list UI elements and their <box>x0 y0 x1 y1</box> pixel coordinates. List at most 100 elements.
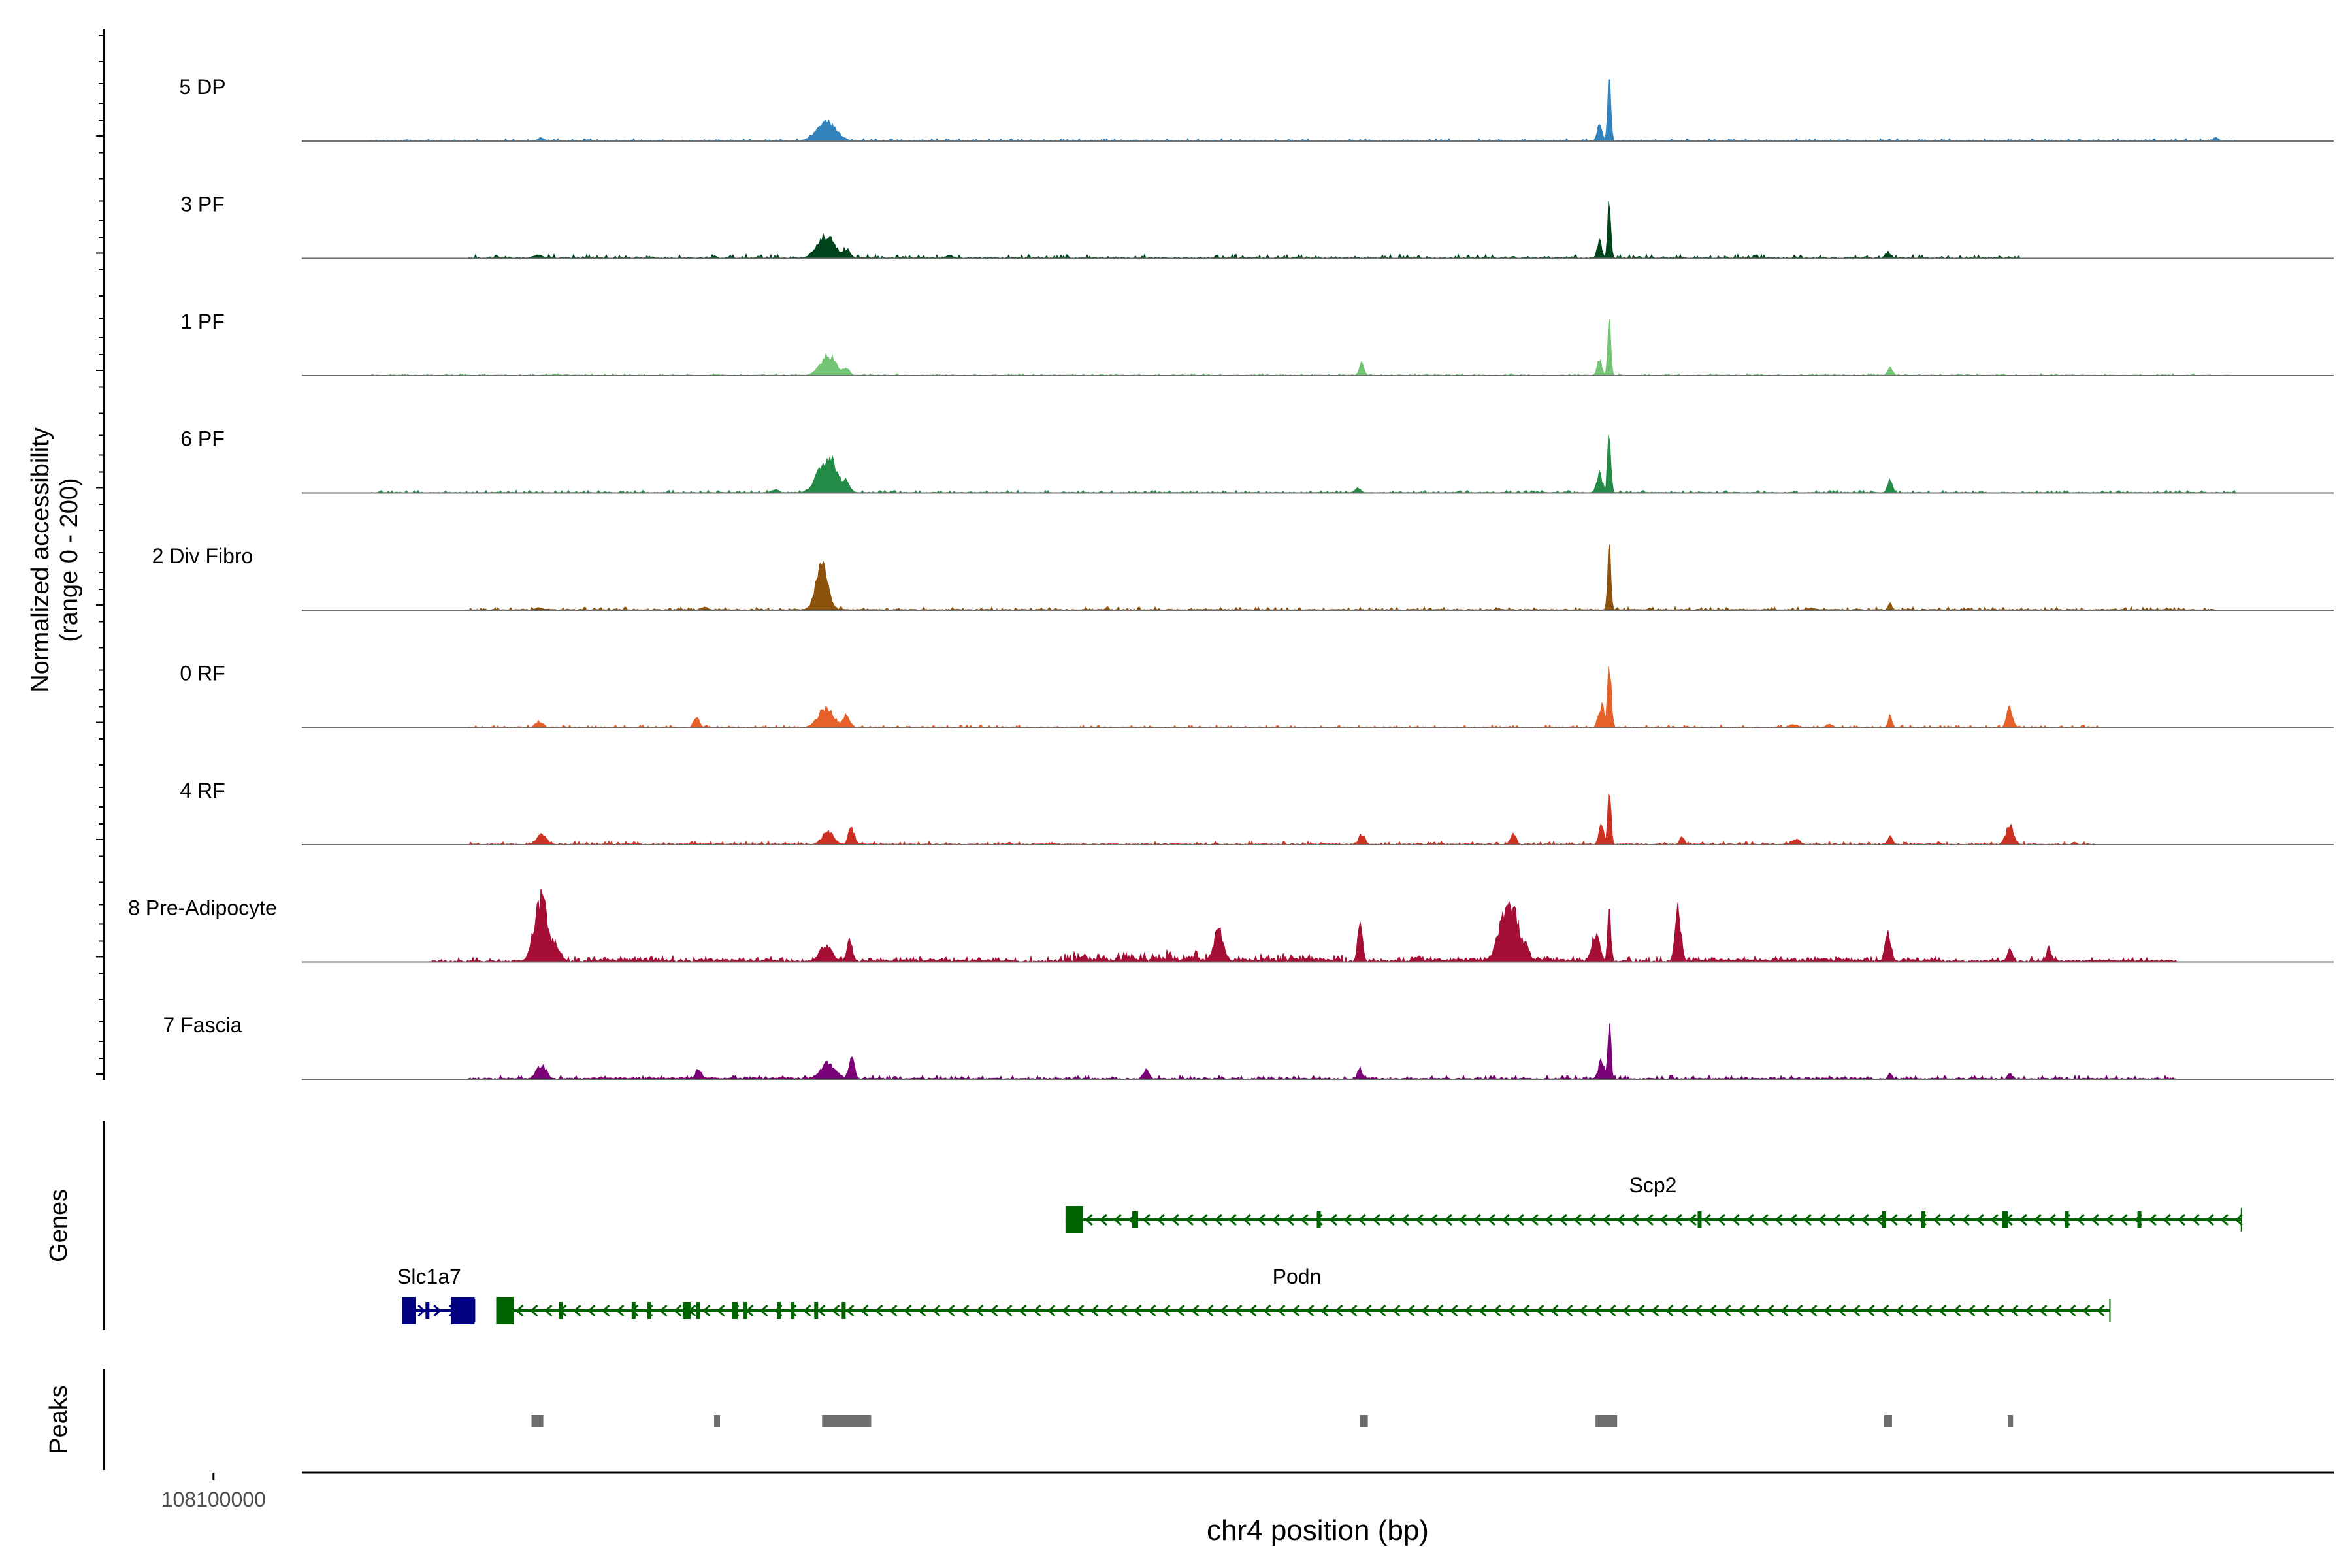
strand-chevron <box>1171 1213 1179 1226</box>
strand-chevron <box>1234 1304 1243 1317</box>
exon <box>1882 1211 1886 1228</box>
gene-annotation-track: Scp2 Podn Slc1a7 <box>397 1173 2243 1324</box>
strand-chevron <box>1372 1213 1380 1226</box>
strand-chevron <box>1200 1213 1208 1226</box>
strand-chevron <box>2053 1304 2062 1317</box>
strand-chevron <box>1343 1213 1352 1226</box>
strand-chevron <box>1947 1213 1955 1226</box>
x-tick-label: 108100000 <box>161 1488 266 1511</box>
strand-chevron <box>1478 1304 1487 1317</box>
strand-chevron <box>1047 1304 1056 1317</box>
exon <box>559 1302 563 1319</box>
strand-chevron <box>1156 1213 1165 1226</box>
strand-chevron <box>1680 1304 1688 1317</box>
strand-chevron <box>1134 1304 1142 1317</box>
strand-chevron <box>1386 1213 1395 1226</box>
track-label: 8 Pre-Adipocyte <box>128 896 277 920</box>
strand-chevron <box>2082 1304 2091 1317</box>
track-label: 1 PF <box>180 310 225 333</box>
peaks-section-label: Peaks <box>45 1385 73 1454</box>
strand-chevron <box>1522 1304 1530 1317</box>
coverage-y-axis-ticks <box>96 35 104 1075</box>
strand-chevron <box>1177 1304 1185 1317</box>
coverage-track: 7 Fascia <box>163 1013 2334 1080</box>
strand-chevron <box>1976 1213 1984 1226</box>
strand-chevron <box>602 1304 610 1317</box>
y-axis-label-line1: Normalized accessibility <box>27 427 54 692</box>
strand-chevron <box>1214 1213 1222 1226</box>
peak-region <box>714 1415 721 1427</box>
strand-chevron <box>2025 1304 2033 1317</box>
strand-chevron <box>1565 1304 1573 1317</box>
strand-chevron <box>1392 1304 1401 1317</box>
coverage-area <box>302 434 2334 494</box>
strand-chevron <box>544 1304 553 1317</box>
track-label: 6 PF <box>180 427 225 451</box>
strand-chevron <box>1818 1213 1826 1226</box>
strand-chevron <box>1335 1304 1343 1317</box>
x-axis-label: chr4 position (bp) <box>1207 1514 1429 1546</box>
strand-chevron <box>1703 1213 1711 1226</box>
strand-chevron <box>1780 1304 1789 1317</box>
strand-chevron <box>1889 1213 1898 1226</box>
coverage-area <box>302 1023 2334 1080</box>
gene-label: Podn <box>1273 1265 1322 1288</box>
exon <box>791 1302 795 1319</box>
strand-chevron <box>2048 1213 2056 1226</box>
strand-chevron <box>1004 1304 1013 1317</box>
exon <box>682 1302 691 1319</box>
strand-chevron <box>1263 1304 1271 1317</box>
strand-chevron <box>918 1304 926 1317</box>
strand-chevron <box>1990 1213 1999 1226</box>
strand-chevron <box>1752 1304 1760 1317</box>
strand-chevron <box>1401 1213 1409 1226</box>
strand-chevron <box>1421 1304 1429 1317</box>
exon <box>496 1297 514 1324</box>
strand-chevron <box>860 1304 869 1317</box>
strand-chevron <box>1588 1213 1596 1226</box>
genes-section-label: Genes <box>45 1189 73 1262</box>
coverage-track: 6 PF <box>180 427 2334 494</box>
strand-chevron <box>1659 1213 1668 1226</box>
strand-chevron <box>659 1304 668 1317</box>
exon <box>732 1302 738 1319</box>
coverage-track: 5 DP <box>179 75 2334 142</box>
strand-chevron <box>1861 1213 1869 1226</box>
strand-chevron <box>2148 1213 2157 1226</box>
strand-chevron <box>2019 1213 2027 1226</box>
strand-chevron <box>1142 1213 1151 1226</box>
strand-chevron <box>1257 1213 1266 1226</box>
strand-chevron <box>1717 1213 1725 1226</box>
strand-chevron <box>1616 1213 1625 1226</box>
strand-chevron <box>1832 1213 1840 1226</box>
coverage-area <box>302 794 2334 845</box>
x-axis-ticks: 108025000108050000108075000108100000 <box>161 1473 266 1511</box>
strand-chevron <box>1924 1304 1933 1317</box>
strand-chevron <box>1760 1213 1769 1226</box>
strand-chevron <box>1062 1304 1070 1317</box>
strand-chevron <box>1076 1304 1085 1317</box>
strand-chevron <box>2033 1213 2042 1226</box>
gene-model: Slc1a7 <box>397 1265 476 1324</box>
track-label: 7 Fascia <box>163 1013 242 1037</box>
exon <box>425 1302 430 1319</box>
strand-chevron <box>2091 1213 2099 1226</box>
strand-chevron <box>1148 1304 1156 1317</box>
coverage-track: 2 Div Fibro <box>152 544 2334 611</box>
peak-region <box>822 1415 872 1427</box>
exon <box>814 1302 819 1319</box>
coverage-area <box>302 79 2334 142</box>
strand-chevron <box>1205 1304 1214 1317</box>
strand-chevron <box>1099 1213 1107 1226</box>
strand-chevron <box>1292 1304 1300 1317</box>
strand-chevron <box>932 1304 941 1317</box>
strand-chevron <box>433 1304 442 1317</box>
strand-chevron <box>1249 1304 1257 1317</box>
strand-chevron <box>2010 1304 2019 1317</box>
strand-chevron <box>573 1304 581 1317</box>
coverage-area <box>302 544 2334 611</box>
track-label: 0 RF <box>180 662 225 685</box>
strand-chevron <box>1938 1304 1947 1317</box>
strand-chevron <box>1651 1304 1659 1317</box>
peak-region <box>1360 1415 1368 1427</box>
